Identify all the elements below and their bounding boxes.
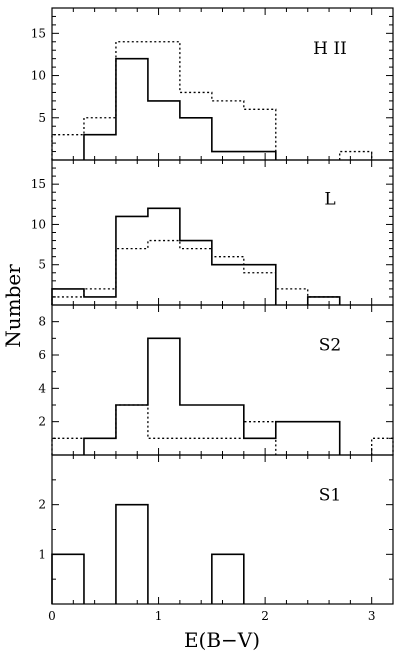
panel-label: H II [313, 39, 347, 59]
y-tick-label: 2 [38, 415, 46, 429]
dotted-histogram [51, 41, 373, 160]
panel-0: 5 10 15 H II [31, 7, 394, 161]
y-tick-label: 15 [31, 26, 46, 40]
y-tick-label: 10 [31, 217, 46, 231]
panel-frame [51, 454, 394, 605]
panel-frame [51, 7, 394, 161]
x-axis-title: E(B−V) [184, 628, 260, 652]
solid-histogram [51, 503, 245, 604]
y-tick-label: 5 [38, 258, 46, 272]
x-tick-label: 1 [155, 609, 163, 623]
solid-histogram [83, 57, 277, 160]
dotted-histogram [51, 239, 341, 305]
panel-frame [51, 159, 394, 306]
y-tick-label: 2 [38, 498, 46, 512]
solid-histogram [83, 337, 341, 455]
x-tick-label: 3 [368, 609, 376, 623]
x-tick-label: 2 [261, 609, 269, 623]
dotted-histogram [51, 404, 394, 455]
panel-1: 5 10 15 L [31, 159, 394, 306]
y-tick-label: 4 [38, 381, 46, 395]
x-tick-labels: 0 1 2 3 [48, 609, 375, 623]
panels-group: 5 10 15 H II 5 10 15 L 2 4 6 8 S2 1 2 S1 [31, 7, 394, 605]
y-axis-title: Number [1, 264, 25, 348]
panel-label: S1 [319, 485, 341, 505]
y-tick-label: 8 [38, 315, 46, 329]
y-tick-label: 10 [31, 69, 46, 83]
x-tick-label: 0 [48, 609, 56, 623]
panel-2: 2 4 6 8 S2 [38, 304, 394, 456]
panel-3: 1 2 S1 [38, 454, 394, 605]
panel-label: S2 [319, 336, 341, 356]
y-tick-label: 15 [31, 177, 46, 191]
panel-label: L [324, 189, 335, 209]
solid-histogram [51, 207, 341, 305]
y-tick-label: 5 [38, 111, 46, 125]
y-tick-label: 1 [38, 547, 46, 561]
y-tick-label: 6 [38, 348, 46, 362]
panel-frame [51, 304, 394, 456]
